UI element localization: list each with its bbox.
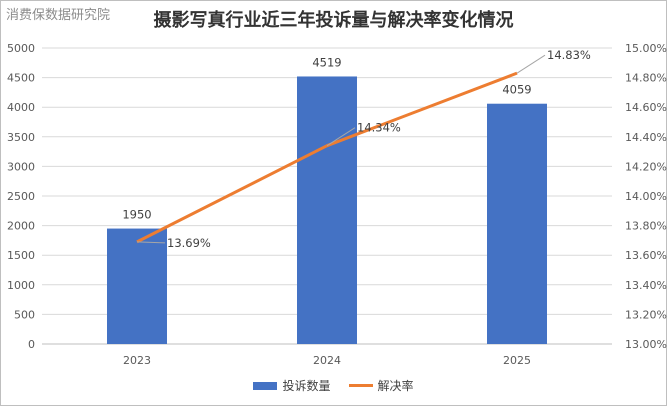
- legend-swatch-bar: [253, 381, 278, 390]
- right-tick-label: 14.20%: [625, 160, 667, 173]
- bar-data-label: 1950: [122, 208, 151, 222]
- right-tick-label: 14.60%: [625, 101, 667, 114]
- bar-data-label: 4059: [502, 83, 531, 97]
- bar: [487, 103, 547, 344]
- right-tick-label: 14.00%: [625, 190, 667, 203]
- right-tick-label: 13.00%: [625, 338, 667, 351]
- x-tick-label: 2023: [123, 354, 151, 367]
- right-tick-label: 14.40%: [625, 131, 667, 144]
- left-tick-label: 3500: [7, 131, 35, 144]
- bar-data-labels: 1950 4519 4059: [122, 55, 531, 221]
- watermark: 消费保数据研究院: [6, 8, 111, 23]
- left-tick-label: 3000: [7, 160, 35, 173]
- right-tick-label: 13.60%: [625, 249, 667, 262]
- left-tick-label: 4000: [7, 101, 35, 114]
- line-data-label: 14.83%: [547, 48, 591, 62]
- legend-item-resolution-rate: 解决率: [348, 377, 414, 394]
- left-tick-label: 1500: [7, 249, 35, 262]
- left-tick-label: 4500: [7, 72, 35, 85]
- line-data-labels: 13.69% 14.34% 14.83%: [136, 48, 591, 250]
- leader-line: [136, 241, 166, 244]
- bar-data-label: 4519: [312, 55, 341, 69]
- left-tick-label: 500: [14, 308, 35, 321]
- line-data-label: 14.34%: [357, 121, 401, 135]
- x-tick-label: 2024: [313, 354, 341, 367]
- chart-title: 摄影写真行业近三年投诉量与解决率变化情况: [153, 10, 514, 31]
- bar: [107, 228, 167, 344]
- right-tick-label: 14.80%: [625, 72, 667, 85]
- right-tick-label: 13.80%: [625, 220, 667, 233]
- left-tick-label: 5000: [7, 42, 35, 55]
- right-tick-label: 15.00%: [625, 42, 667, 55]
- left-tick-label: 2000: [7, 220, 35, 233]
- x-tick-label: 2025: [503, 354, 531, 367]
- leader-line: [516, 54, 546, 74]
- legend: 投诉数量 解决率: [0, 377, 667, 394]
- right-axis-ticks: 13.00% 13.20% 13.40% 13.60% 13.80% 14.00% 14.2…: [625, 42, 667, 351]
- left-tick-label: 1000: [7, 279, 35, 292]
- line-data-label: 13.69%: [167, 236, 211, 250]
- right-tick-label: 13.20%: [625, 308, 667, 321]
- left-tick-label: 0: [28, 338, 35, 351]
- right-tick-label: 13.40%: [625, 279, 667, 292]
- bar: [297, 76, 357, 345]
- left-tick-label: 2500: [7, 190, 35, 203]
- leader-line: [326, 127, 356, 147]
- legend-label-resolution-rate: 解决率: [377, 379, 414, 393]
- legend-label-complaints: 投诉数量: [282, 379, 331, 393]
- legend-swatch-line: [348, 384, 373, 387]
- bar-series: [107, 76, 547, 345]
- x-axis-ticks: 2023 2024 2025: [123, 354, 531, 367]
- left-axis-ticks: 0 500 1000 1500 2000 2500 3000 3500 4000 4500 5000: [7, 42, 35, 351]
- legend-item-complaints: 投诉数量: [253, 377, 331, 394]
